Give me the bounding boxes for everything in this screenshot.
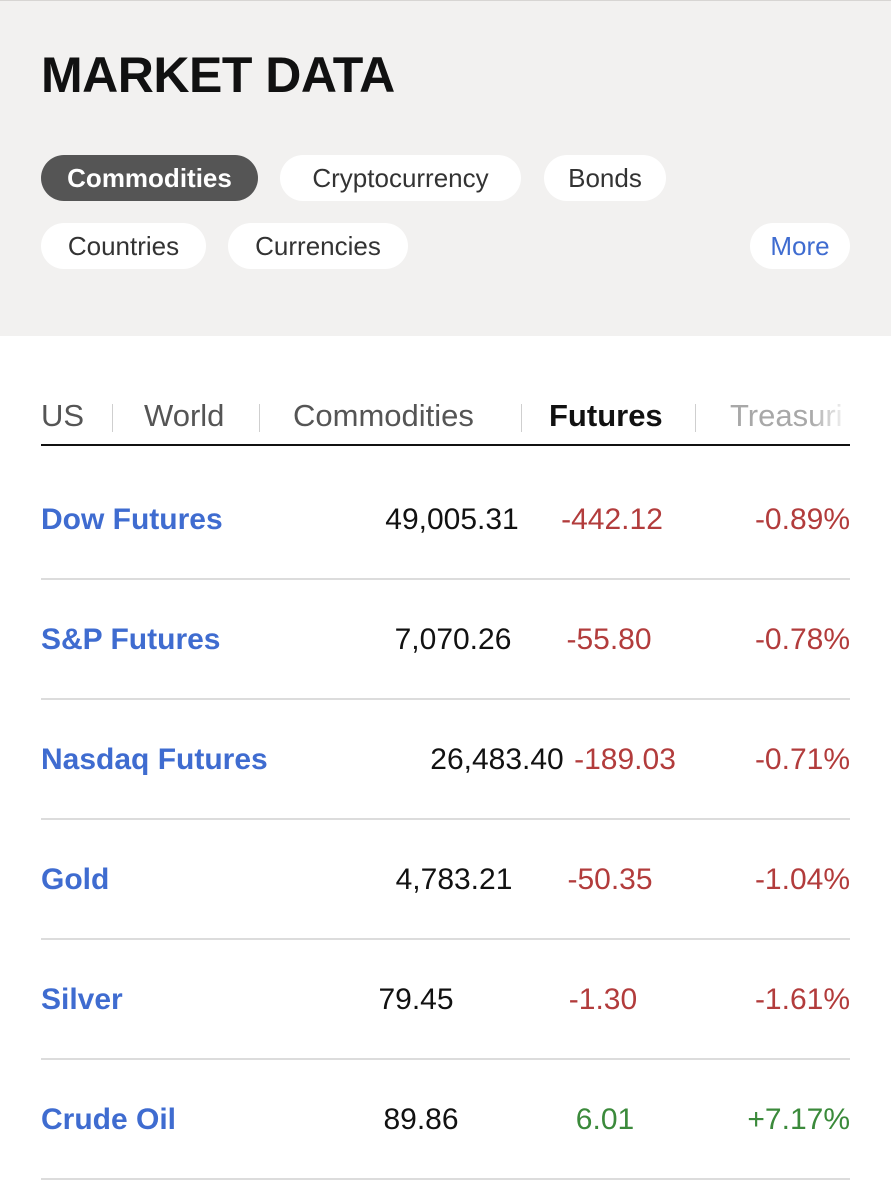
pill-cryptocurrency[interactable]: Cryptocurrency xyxy=(280,155,521,201)
instrument-name[interactable]: Gold xyxy=(41,863,110,896)
tab-divider xyxy=(112,404,113,432)
table-row[interactable]: Crude Oil 89.86 6.01 +7.17% xyxy=(41,1060,850,1180)
table-row[interactable]: Silver 79.45 -1.30 -1.61% xyxy=(41,940,850,1060)
pill-currencies[interactable]: Currencies xyxy=(228,223,408,269)
instrument-price: 79.45 xyxy=(378,983,454,1016)
instrument-change: -442.12 xyxy=(561,503,663,536)
table-row[interactable]: Gold 4,783.21 -50.35 -1.04% xyxy=(41,820,850,940)
instrument-percent-change: -1.61% xyxy=(754,983,850,1016)
instrument-percent-change: -0.78% xyxy=(754,623,850,656)
tab-divider xyxy=(695,404,696,432)
pill-countries[interactable]: Countries xyxy=(41,223,206,269)
instrument-price: 89.86 xyxy=(383,1103,459,1136)
instrument-percent-change: -1.04% xyxy=(754,863,850,896)
instrument-change: -50.35 xyxy=(567,863,653,896)
instrument-name[interactable]: Crude Oil xyxy=(41,1103,177,1136)
instrument-percent-change: -0.71% xyxy=(754,743,850,776)
instrument-change: -55.80 xyxy=(566,623,652,656)
instrument-name[interactable]: Dow Futures xyxy=(41,503,223,536)
market-tabs: US World Commodities Futures Treasuri xyxy=(41,388,850,446)
instrument-name[interactable]: S&P Futures xyxy=(41,623,221,656)
instrument-percent-change: +7.17% xyxy=(747,1103,850,1136)
table-row[interactable]: Nasdaq Futures 26,483.40 -189.03 -0.71% xyxy=(41,700,850,820)
pill-commodities[interactable]: Commodities xyxy=(41,155,258,201)
instrument-change: -189.03 xyxy=(574,743,676,776)
instrument-price: 4,783.21 xyxy=(395,863,513,896)
tabs-fade-overlay xyxy=(810,388,850,442)
tab-divider xyxy=(259,404,260,432)
tab-commodities[interactable]: Commodities xyxy=(293,398,474,433)
instrument-percent-change: -0.89% xyxy=(754,503,850,536)
table-row[interactable]: S&P Futures 7,070.26 -55.80 -0.78% xyxy=(41,580,850,700)
pill-bonds[interactable]: Bonds xyxy=(544,155,666,201)
instrument-price: 7,070.26 xyxy=(394,623,512,656)
tab-futures[interactable]: Futures xyxy=(549,398,663,433)
more-button[interactable]: More xyxy=(750,223,850,269)
instrument-name[interactable]: Nasdaq Futures xyxy=(41,743,268,776)
tab-divider xyxy=(521,404,522,432)
table-row[interactable]: Dow Futures 49,005.31 -442.12 -0.89% xyxy=(41,460,850,580)
instrument-name[interactable]: Silver xyxy=(41,983,123,1016)
instrument-change: -1.30 xyxy=(568,983,638,1016)
tab-us[interactable]: US xyxy=(41,398,85,433)
market-data-header: MARKET DATA Commodities Cryptocurrency B… xyxy=(0,0,891,336)
instrument-price: 26,483.40 xyxy=(430,743,564,776)
instrument-price: 49,005.31 xyxy=(385,503,519,536)
instrument-change: 6.01 xyxy=(575,1103,635,1136)
page-title: MARKET DATA xyxy=(41,47,395,103)
tab-world[interactable]: World xyxy=(144,398,225,433)
